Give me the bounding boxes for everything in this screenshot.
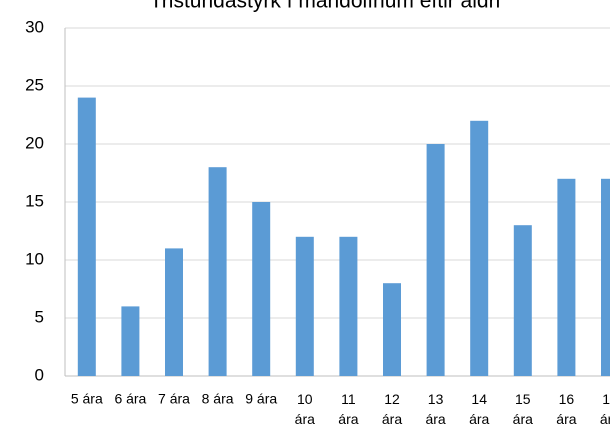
x-tick-label: 10 ára <box>295 391 315 427</box>
bar <box>601 178 610 376</box>
y-tick-label: 0 <box>35 365 44 384</box>
y-tick-label: 10 <box>25 249 44 268</box>
x-tick-label: 17ára <box>600 391 610 427</box>
bar <box>121 306 140 376</box>
x-tick-label: 16 ára <box>556 391 576 427</box>
y-tick-label: 25 <box>25 75 44 94</box>
y-tick-label: 15 <box>25 191 44 210</box>
bar <box>295 236 314 376</box>
x-tick-label: 7 ára <box>158 391 190 407</box>
y-tick-label: 30 <box>25 17 44 36</box>
y-tick-label: 20 <box>25 133 44 152</box>
bar <box>513 225 532 376</box>
bar <box>77 97 96 376</box>
bar <box>557 178 576 376</box>
bar <box>470 120 489 376</box>
x-tick-label: 12 ára <box>382 391 402 427</box>
x-tick-label: 9 ára <box>245 391 277 407</box>
chart-title: Tristundastyrk í mandólínum eftir aldri <box>150 0 501 13</box>
x-tick-label: 14 ára <box>469 391 489 427</box>
bar <box>208 167 227 376</box>
x-tick-label: 11 ára <box>338 391 358 427</box>
x-tick-label: 13 ára <box>425 391 445 427</box>
bar <box>339 236 358 376</box>
bar <box>426 144 445 376</box>
x-tick-label: 5 ára <box>71 391 103 407</box>
x-tick-label: 15 ára <box>513 391 533 427</box>
x-tick-label: 8 ára <box>202 391 234 407</box>
bar <box>252 202 271 376</box>
bar <box>383 283 401 376</box>
bar <box>165 248 183 376</box>
y-tick-label: 5 <box>35 307 44 326</box>
x-tick-label: 6 ára <box>114 391 146 407</box>
